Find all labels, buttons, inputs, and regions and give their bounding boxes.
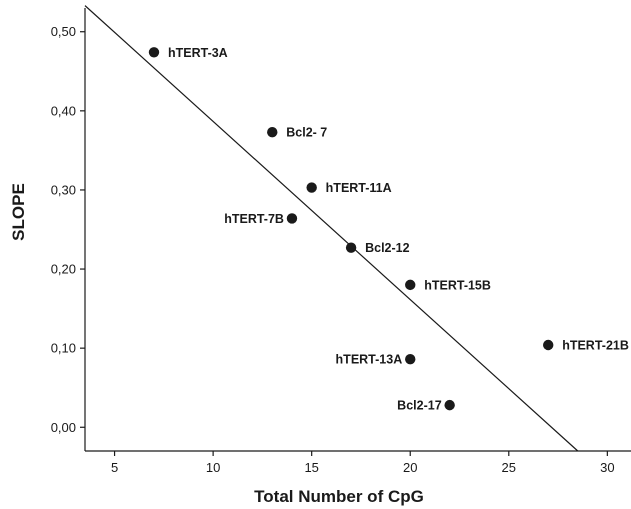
point-label: Bcl2-12 xyxy=(365,241,410,255)
point-label: hTERT-13A xyxy=(336,353,403,367)
y-axis-ticks: 0,00 0,10 0,20 0,30 0,40 0,50 xyxy=(51,24,85,435)
point-label: Bcl2-17 xyxy=(397,399,442,413)
point-label: hTERT-11A xyxy=(326,181,392,195)
data-point xyxy=(543,339,554,351)
data-point xyxy=(405,279,416,291)
y-tick-label: 0,30 xyxy=(51,182,76,197)
data-point xyxy=(405,354,416,365)
point-label: hTERT-7B xyxy=(224,212,284,226)
point-label: hTERT-15B xyxy=(424,278,491,292)
x-axis-ticks: 5 10 15 20 25 30 xyxy=(111,451,615,475)
x-tick-label: 30 xyxy=(600,460,614,475)
x-tick-label: 15 xyxy=(304,460,318,475)
y-tick-label: 0,10 xyxy=(51,341,76,356)
data-point xyxy=(306,182,317,193)
x-tick-label: 5 xyxy=(111,460,118,475)
x-tick-label: 20 xyxy=(403,460,417,475)
regression-line xyxy=(84,5,579,452)
data-point xyxy=(444,399,455,411)
fit-line-layer xyxy=(84,5,579,452)
point-label: hTERT-21B xyxy=(562,338,629,352)
y-tick-label: 0,20 xyxy=(51,262,76,277)
data-point xyxy=(148,47,160,58)
y-tick-label: 0,50 xyxy=(51,24,76,39)
axes xyxy=(84,8,631,452)
point-label: Bcl2- 7 xyxy=(286,126,327,140)
y-axis-title: SLOPE xyxy=(9,183,28,241)
x-tick-label: 10 xyxy=(206,460,220,475)
data-point xyxy=(286,213,298,224)
point-labels: hTERT-3A Bcl2- 7 hTERT-11A hTERT-7B Bcl2-12 h… xyxy=(168,46,629,413)
point-label: hTERT-3A xyxy=(168,46,228,60)
y-tick-label: 0,40 xyxy=(51,103,76,118)
data-points xyxy=(148,47,554,411)
y-tick-label: 0,00 xyxy=(51,420,76,435)
x-tick-label: 25 xyxy=(502,460,516,475)
x-axis-title: Total Number of CpG xyxy=(254,487,424,506)
data-point xyxy=(345,242,357,253)
data-point xyxy=(267,126,278,138)
